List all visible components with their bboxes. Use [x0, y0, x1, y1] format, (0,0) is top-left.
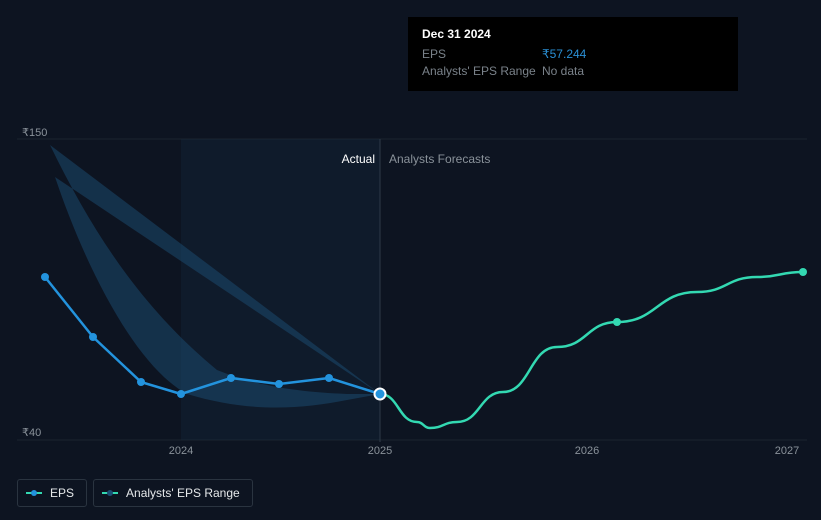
x-axis-label: 2025: [368, 445, 392, 457]
x-axis-label: 2027: [775, 445, 799, 457]
tooltip-date: Dec 31 2024: [422, 27, 724, 41]
x-axis-label: 2024: [169, 445, 193, 457]
legend-item[interactable]: EPS: [17, 479, 87, 507]
legend-marker-icon: [102, 489, 118, 497]
chart-tooltip: Dec 31 2024 EPS₹57.244Analysts' EPS Rang…: [408, 17, 738, 91]
tooltip-value: No data: [542, 64, 584, 78]
chart-legend: EPS Analysts' EPS Range: [17, 479, 253, 507]
tooltip-value: ₹57.244: [542, 47, 586, 61]
actual-section-label: Actual: [342, 152, 375, 166]
legend-marker-icon: [26, 489, 42, 497]
tooltip-row: Analysts' EPS RangeNo data: [422, 64, 724, 78]
eps-chart[interactable]: Actual Analysts Forecasts ₹150₹402024202…: [17, 122, 807, 442]
tooltip-label: EPS: [422, 47, 542, 61]
y-axis-label: ₹40: [22, 426, 41, 439]
y-axis-label: ₹150: [22, 126, 47, 139]
tooltip-label: Analysts' EPS Range: [422, 64, 542, 78]
legend-item[interactable]: Analysts' EPS Range: [93, 479, 253, 507]
forecast-section-label: Analysts Forecasts: [389, 152, 490, 166]
tooltip-row: EPS₹57.244: [422, 47, 724, 61]
legend-label: EPS: [50, 486, 74, 500]
x-axis-label: 2026: [575, 445, 599, 457]
legend-label: Analysts' EPS Range: [126, 486, 240, 500]
